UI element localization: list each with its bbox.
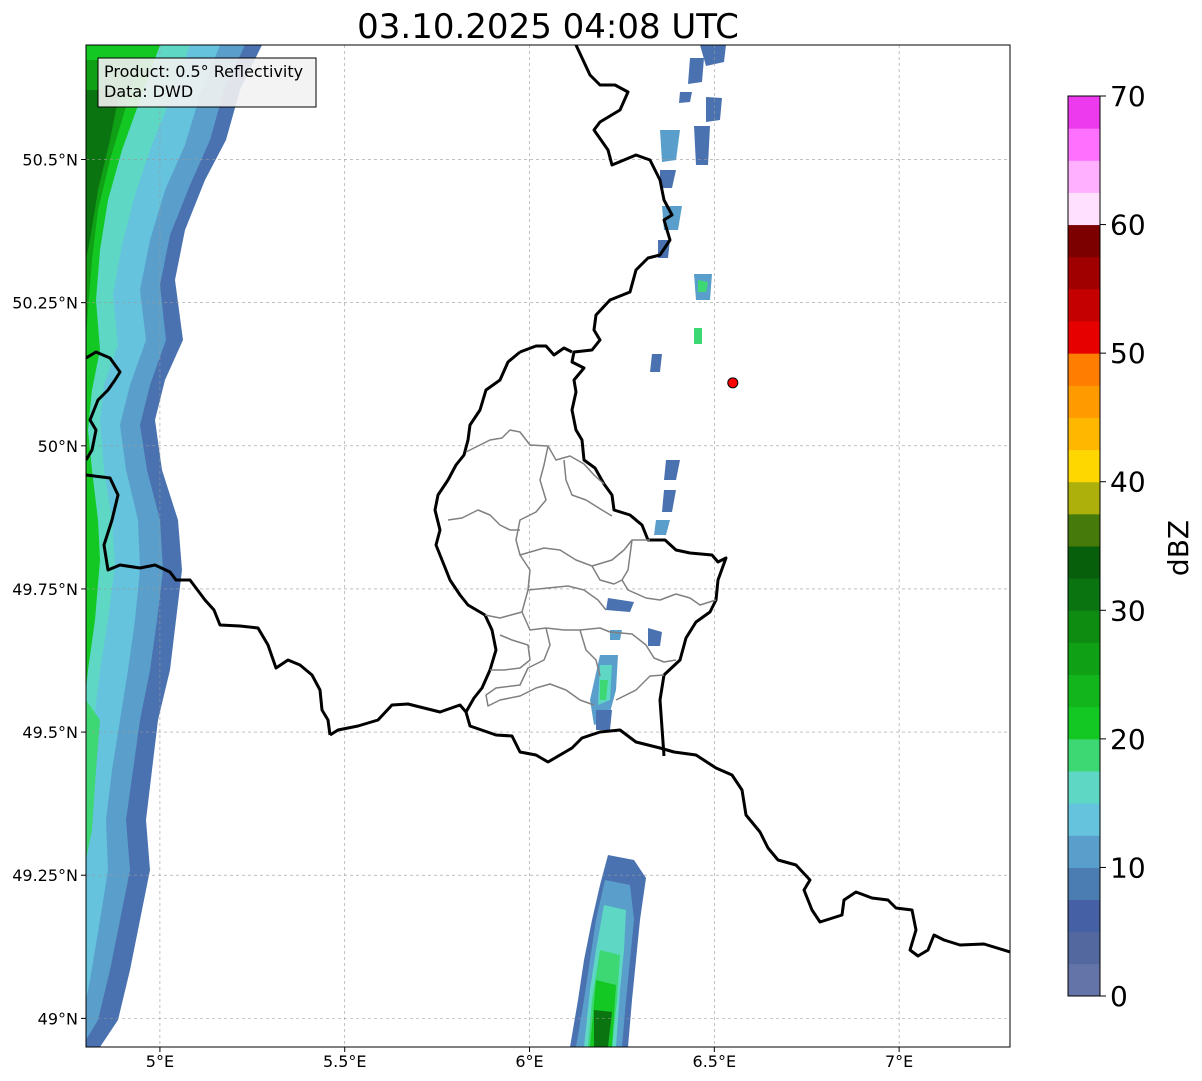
info-source: Data: DWD	[104, 82, 193, 101]
colorbar-segment	[1068, 96, 1100, 129]
colorbar-ticks: 0 10 20 30 40 50 60 70	[1100, 80, 1146, 1013]
y-tick-label: 49°N	[38, 1009, 78, 1028]
colorbar-label: dBZ	[1162, 520, 1195, 576]
y-tick-label: 49.75°N	[12, 580, 78, 599]
colorbar-segment	[1068, 385, 1100, 418]
colorbar-tick-label: 50	[1110, 337, 1146, 370]
colorbar-segment	[1068, 931, 1100, 965]
colorbar-segment	[1068, 674, 1100, 708]
y-tick-label: 50.5°N	[22, 151, 78, 170]
map-title: 03.10.2025 04:08 UTC	[357, 7, 739, 47]
colorbar-segment	[1068, 256, 1100, 290]
colorbar-segment	[1068, 546, 1100, 579]
colorbar-segment	[1068, 353, 1100, 386]
colorbar-segment	[1068, 417, 1100, 451]
colorbar-segment	[1068, 803, 1100, 836]
info-box-background	[97, 57, 317, 108]
reflectivity-small-cells	[590, 45, 726, 730]
x-tick-label: 6°E	[515, 1052, 543, 1071]
y-tick-label: 50°N	[38, 437, 78, 456]
colorbar-segment	[1068, 128, 1100, 161]
colorbar-segment	[1068, 642, 1100, 676]
colorbar-segment	[1068, 321, 1100, 354]
colorbar-tick-label: 0	[1110, 980, 1128, 1013]
colorbar-segment	[1068, 771, 1100, 804]
x-axis-ticks: 5°E 5.5°E 6°E 6.5°E 7°E	[146, 1047, 913, 1071]
colorbar-segment	[1068, 160, 1100, 193]
y-axis-ticks: 50.5°N 50.25°N 50°N 49.75°N 49.5°N 49.25°N 49°…	[12, 151, 86, 1028]
colorbar-segment	[1068, 288, 1100, 322]
colorbar-segment	[1068, 835, 1100, 868]
colorbar-frame	[1067, 95, 1101, 997]
y-tick-label: 50.25°N	[12, 294, 78, 313]
map-background	[86, 45, 1010, 1047]
reflectivity-south-cell	[570, 855, 646, 1047]
colorbar-segment	[1068, 481, 1100, 515]
x-tick-label: 7°E	[885, 1052, 913, 1071]
colorbar-segment	[1068, 513, 1100, 547]
x-tick-label: 6.5°E	[693, 1052, 737, 1071]
y-tick-label: 49.25°N	[12, 866, 78, 885]
colorbar-tick-label: 10	[1110, 851, 1146, 884]
colorbar-segment	[1068, 610, 1100, 643]
colorbar-segment	[1068, 449, 1100, 483]
info-box: Product: 0.5° Reflectivity Data: DWD	[97, 57, 317, 108]
info-product: Product: 0.5° Reflectivity	[104, 62, 303, 81]
colorbar-tick-label: 30	[1110, 594, 1146, 627]
colorbar-segment	[1068, 706, 1100, 740]
colorbar-tick-label: 70	[1110, 80, 1146, 113]
colorbar-tick-label: 40	[1110, 466, 1146, 499]
colorbar	[1067, 95, 1101, 997]
colorbar-segment	[1068, 578, 1100, 611]
colorbar-segment	[1068, 899, 1100, 933]
y-tick-label: 49.5°N	[22, 723, 78, 742]
location-marker-dot	[727, 377, 739, 389]
colorbar-segment	[1068, 224, 1100, 258]
x-tick-label: 5.5°E	[323, 1052, 367, 1071]
colorbar-segment	[1068, 867, 1100, 901]
colorbar-tick-label: 20	[1110, 723, 1146, 756]
colorbar-segment	[1068, 738, 1100, 772]
x-tick-label: 5°E	[146, 1052, 174, 1071]
location-marker	[727, 377, 739, 389]
reflectivity-west-band	[86, 45, 262, 1047]
colorbar-segment	[1068, 963, 1100, 997]
national-borders	[86, 45, 1010, 958]
district-borders	[447, 429, 717, 707]
map-frame	[85, 44, 1011, 1048]
colorbar-tick-label: 60	[1110, 209, 1146, 242]
colorbar-segment	[1068, 192, 1100, 226]
map-area	[86, 45, 1010, 1047]
